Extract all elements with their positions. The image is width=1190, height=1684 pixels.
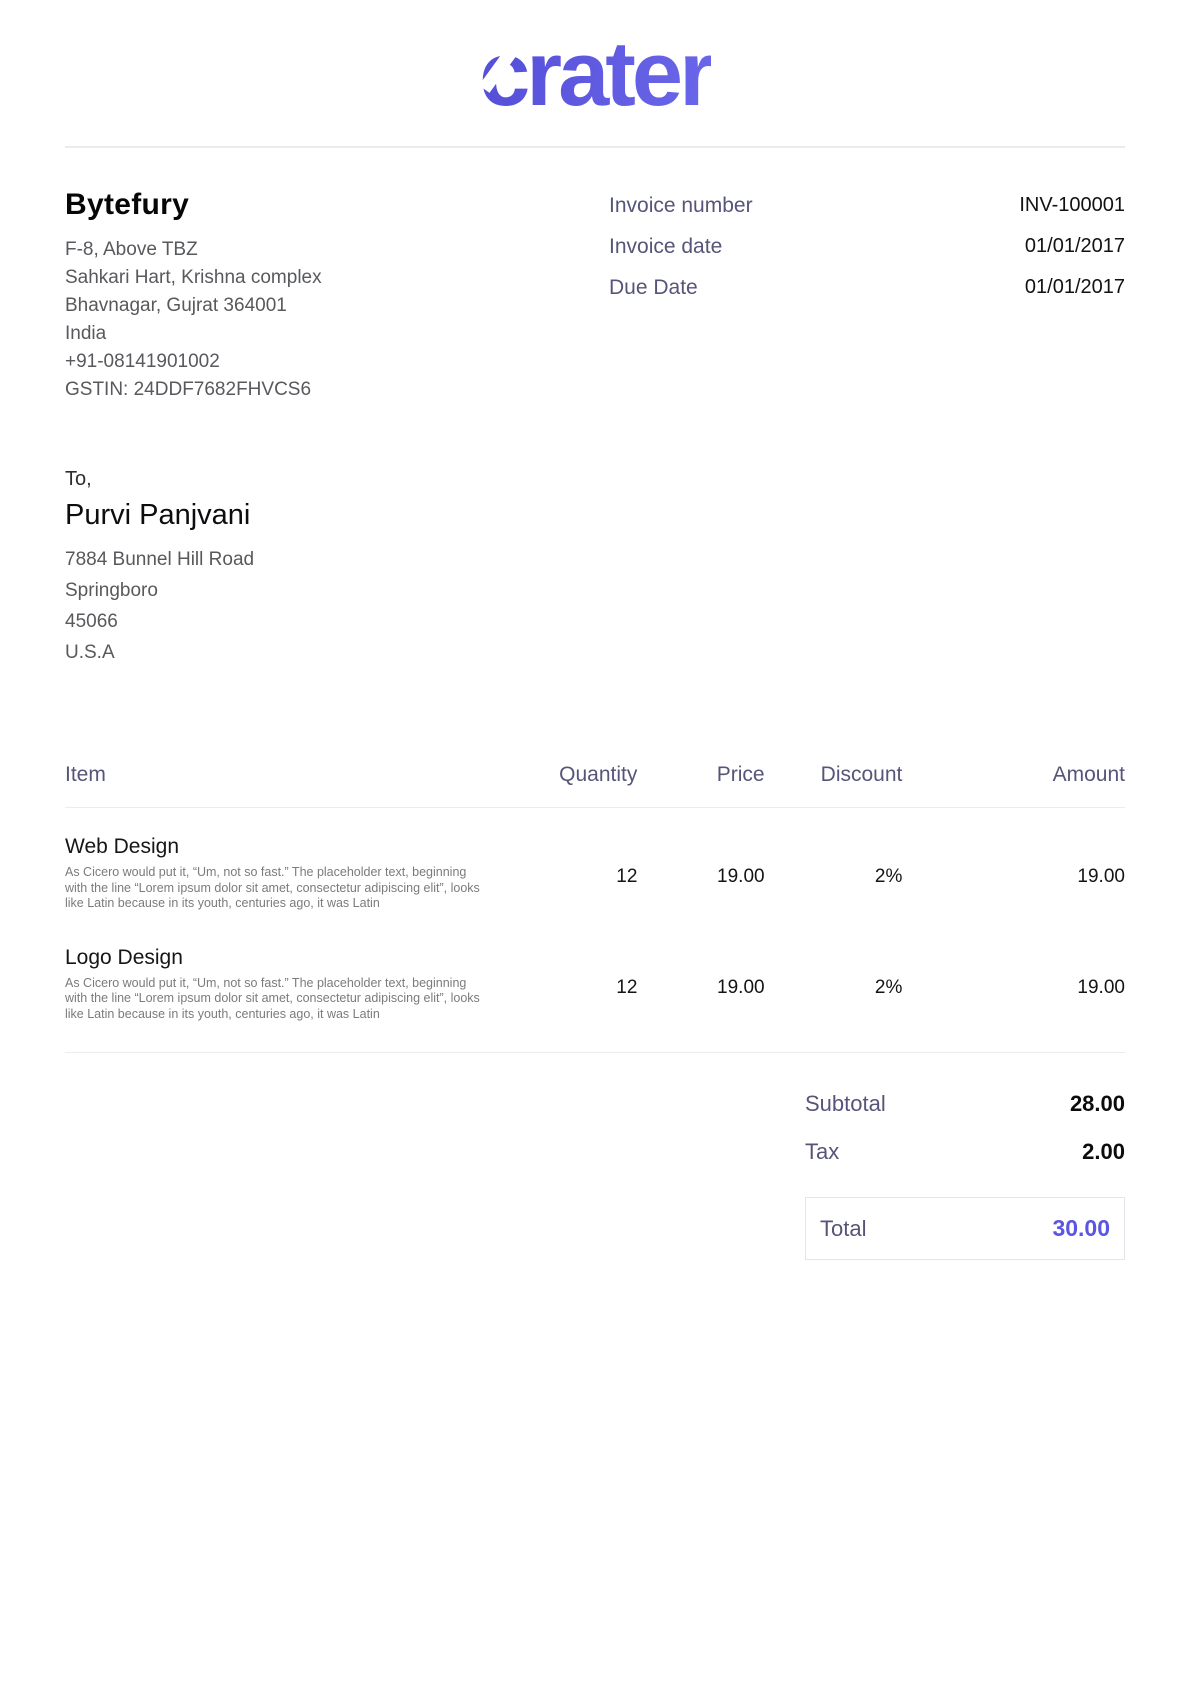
item-amount: 19.00	[1077, 976, 1125, 998]
subtotal-label: Subtotal	[805, 1091, 886, 1116]
due-date-label: Due Date	[609, 276, 698, 299]
item-name: Logo Design	[65, 945, 183, 969]
header-item: Item	[65, 763, 106, 786]
item-description: As Cicero would put it, “Um, not so fast…	[65, 865, 480, 910]
sender-address-line: India	[65, 323, 107, 344]
sender-name: Bytefury	[65, 188, 190, 221]
invoice-date-row: Invoice date 01/01/2017	[609, 235, 1125, 259]
total-box: Total 30.00	[805, 1197, 1125, 1260]
total-value: 30.00	[1052, 1215, 1110, 1241]
invoice-number-label: Invoice number	[609, 194, 753, 217]
crater-logo-text: crater	[479, 23, 711, 125]
recipient-address-line: 45066	[65, 611, 118, 632]
item-name: Web Design	[65, 835, 180, 858]
sender-address-line: Sahkari Hart, Krishna complex	[65, 267, 322, 288]
header-price: Price	[716, 763, 765, 786]
invoice-page: crater Bytefury F-8, Above TBZ Sahkari H…	[65, 0, 1125, 1260]
tax-row: Tax 2.00	[805, 1139, 1125, 1165]
sender-block: Bytefury F-8, Above TBZ Sahkari Hart, Kr…	[65, 188, 322, 404]
header-divider	[65, 146, 1125, 148]
sender-address-line: F-8, Above TBZ	[65, 239, 198, 260]
item-quantity: 12	[616, 976, 638, 998]
items-table-header: Item Quantity Price Discount Amount	[65, 763, 1125, 808]
items-divider	[65, 1052, 1125, 1053]
item-cell: Logo Design As Cicero would put it, “Um,…	[65, 946, 489, 1023]
tax-label: Tax	[805, 1139, 840, 1164]
item-price: 19.00	[717, 976, 765, 998]
logo-container: crater	[65, 0, 1125, 140]
item-discount: 2%	[874, 866, 903, 887]
recipient-address-line: 7884 Bunnel Hill Road	[65, 549, 255, 570]
recipient-to-label: To,	[65, 468, 92, 490]
recipient-name: Purvi Panjvani	[65, 499, 251, 531]
sender-gstin: GSTIN: 24DDF7682FHVCS6	[65, 379, 312, 400]
invoice-meta: Invoice number INV-100001 Invoice date 0…	[609, 194, 1125, 404]
crater-logo: crater	[479, 28, 711, 120]
items-table: Item Quantity Price Discount Amount Web …	[65, 763, 1125, 1053]
header-discount: Discount	[820, 763, 903, 786]
subtotal-value: 28.00	[1069, 1091, 1125, 1116]
info-section: Bytefury F-8, Above TBZ Sahkari Hart, Kr…	[65, 188, 1125, 404]
item-cell: Web Design As Cicero would put it, “Um, …	[65, 835, 489, 912]
recipient-block: To, Purvi Panjvani 7884 Bunnel Hill Road…	[65, 468, 1125, 668]
total-label: Total	[820, 1215, 867, 1241]
invoice-number-value: INV-100001	[1019, 194, 1125, 216]
item-discount: 2%	[874, 976, 903, 998]
recipient-address-line: Springboro	[65, 580, 158, 601]
sender-phone: +91-08141901002	[65, 351, 220, 372]
sender-address-line: Bhavnagar, Gujrat 364001	[65, 295, 287, 316]
invoice-date-value: 01/01/2017	[1024, 235, 1125, 257]
totals-section: Subtotal 28.00 Tax 2.00 Total 30.00	[805, 1091, 1125, 1260]
recipient-address-line: U.S.A	[65, 642, 115, 663]
item-price: 19.00	[717, 866, 765, 887]
header-amount: Amount	[1052, 763, 1125, 786]
recipient-address: 7884 Bunnel Hill Road Springboro 45066 U…	[65, 544, 1125, 668]
invoice-date-label: Invoice date	[609, 235, 723, 258]
table-row: Web Design As Cicero would put it, “Um, …	[65, 808, 1125, 912]
item-amount: 19.00	[1077, 866, 1125, 887]
sender-address: F-8, Above TBZ Sahkari Hart, Krishna com…	[65, 236, 322, 404]
item-quantity: 12	[616, 866, 638, 887]
due-date-row: Due Date 01/01/2017	[609, 276, 1125, 300]
header-quantity: Quantity	[559, 763, 638, 786]
due-date-value: 01/01/2017	[1024, 276, 1125, 298]
invoice-number-row: Invoice number INV-100001	[609, 194, 1125, 218]
table-row: Logo Design As Cicero would put it, “Um,…	[65, 912, 1125, 1023]
tax-value: 2.00	[1082, 1139, 1125, 1164]
subtotal-row: Subtotal 28.00	[805, 1091, 1125, 1117]
item-description: As Cicero would put it, “Um, not so fast…	[65, 975, 480, 1021]
